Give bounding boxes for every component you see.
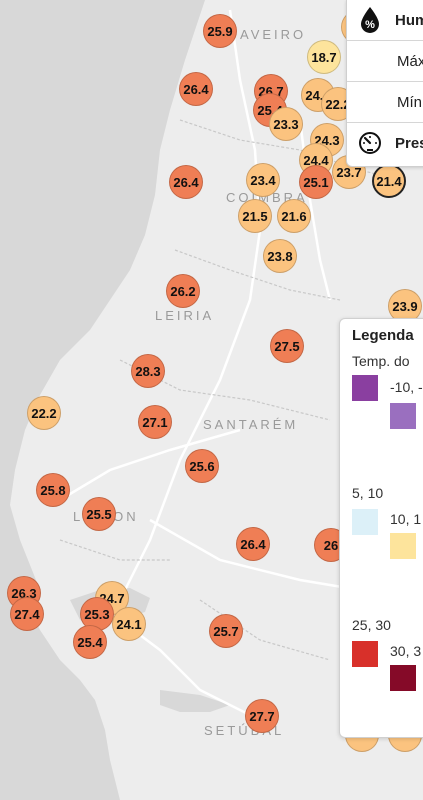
station-marker[interactable]: 26.4 (236, 527, 270, 561)
max-label: Máx (397, 52, 423, 70)
svg-text:%: % (365, 19, 375, 31)
station-marker[interactable]: 27.1 (138, 405, 172, 439)
humidity-label: Hum (395, 11, 423, 29)
station-marker[interactable]: 23.8 (263, 239, 297, 273)
pressure-label: Pres (395, 134, 423, 152)
legend-swatch (390, 665, 416, 691)
station-marker[interactable]: 24.1 (112, 607, 146, 641)
station-marker[interactable]: 22.2 (27, 396, 61, 430)
station-marker-selected[interactable]: 21.4 (372, 164, 406, 198)
station-marker[interactable]: 21.5 (238, 199, 272, 233)
humidity-drop-icon: % (355, 6, 385, 34)
legend-range-label: 25, 30 (352, 617, 391, 633)
station-marker[interactable]: 25.1 (299, 165, 333, 199)
station-marker[interactable]: 28.3 (131, 354, 165, 388)
min-label: Mín (397, 93, 423, 111)
station-marker[interactable]: 25.5 (82, 497, 116, 531)
min-row[interactable]: Mín (347, 82, 423, 123)
station-marker[interactable]: 18.7 (307, 40, 341, 74)
station-marker[interactable]: 23.4 (246, 163, 280, 197)
legend-swatch (390, 533, 416, 559)
station-marker[interactable]: 26.4 (169, 165, 203, 199)
station-marker[interactable]: 27.7 (245, 699, 279, 733)
station-marker[interactable]: 26.2 (166, 274, 200, 308)
info-panel: % Hum Máx Mín Pres (346, 0, 423, 167)
sado-estuary (160, 690, 230, 712)
station-marker[interactable]: 27.4 (10, 597, 44, 631)
legend-swatch (352, 641, 378, 667)
station-marker[interactable]: 25.6 (185, 449, 219, 483)
place-label-leiria: LEIRIA (155, 308, 215, 323)
station-marker[interactable]: 23.9 (388, 289, 422, 323)
station-marker[interactable]: 21.6 (277, 199, 311, 233)
station-marker[interactable]: 25.9 (203, 14, 237, 48)
legend-title: Legenda (352, 327, 414, 344)
station-marker[interactable]: 25.7 (209, 614, 243, 648)
station-marker[interactable]: 25.4 (73, 625, 107, 659)
legend-subtitle: Temp. do (352, 353, 410, 369)
legend-range-label: 30, 3 (390, 643, 422, 659)
station-marker[interactable]: 27.5 (270, 329, 304, 363)
legend-swatch (352, 509, 378, 535)
legend-range-label: 10, 1 (390, 511, 422, 527)
legend-range-label: 5, 10 (352, 485, 384, 501)
place-label-aveiro: AVEIRO (240, 27, 307, 42)
pressure-row[interactable]: Pres (347, 123, 423, 163)
legend-swatch (390, 403, 416, 429)
legend-swatch (352, 375, 378, 401)
station-marker[interactable]: 26.4 (179, 72, 213, 106)
gauge-icon (355, 131, 385, 155)
station-marker[interactable]: 25.8 (36, 473, 70, 507)
max-row[interactable]: Máx (347, 41, 423, 82)
legend-panel: Legenda Temp. do -10, - 5, 10 10, 1 25, … (339, 318, 423, 738)
station-marker[interactable]: 23.3 (269, 107, 303, 141)
place-label-santarem: SANTARÉM (203, 417, 299, 432)
humidity-row[interactable]: % Hum (347, 0, 423, 41)
legend-range-label: -10, - (390, 379, 423, 395)
